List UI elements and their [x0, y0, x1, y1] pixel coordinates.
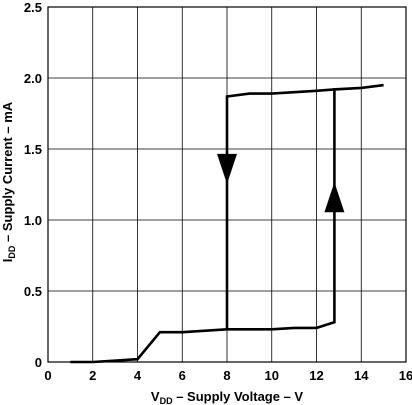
y-tick-label: 1.0 [24, 213, 42, 228]
y-axis-label: IDD – Supply Current – mA [0, 101, 17, 262]
x-tick-labels: 0 2 4 6 8 10 12 14 16 [44, 368, 412, 383]
y-axis-label-main: I [0, 259, 15, 263]
x-tick-label: 0 [44, 368, 51, 383]
y-tick-label: 1.5 [24, 142, 42, 157]
series-lines [70, 83, 384, 364]
x-tick-label: 4 [134, 368, 142, 383]
y-axis-label-rest: – Supply Current – mA [0, 101, 15, 245]
x-axis-label-rest: – Supply Voltage – V [173, 389, 304, 404]
y-tick-label: 2.5 [24, 0, 42, 15]
x-tick-label: 2 [89, 368, 96, 383]
x-axis-label-subscript: DD [160, 396, 173, 405]
y-axis-label-subscript: DD [7, 245, 17, 258]
x-axis-label: VDD – Supply Voltage – V [151, 389, 304, 405]
x-axis-label-main: V [151, 389, 160, 404]
x-tick-label: 14 [354, 368, 369, 383]
y-tick-label: 0.5 [24, 284, 42, 299]
y-tick-label: 2.0 [24, 71, 42, 86]
x-tick-label: 12 [309, 368, 323, 383]
x-tick-label: 16 [399, 368, 412, 383]
x-tick-label: 6 [179, 368, 186, 383]
y-tick-labels: 0 0.5 1.0 1.5 2.0 2.5 [24, 0, 42, 370]
arrow-down-0 [217, 153, 237, 184]
y-tick-label: 0 [35, 355, 42, 370]
direction-arrows [217, 153, 345, 213]
series-line-1 [225, 88, 335, 330]
plot-frame [47, 6, 407, 363]
arrow-up-1 [324, 182, 345, 213]
x-tick-label: 8 [223, 368, 230, 383]
x-tick-label: 10 [265, 368, 279, 383]
